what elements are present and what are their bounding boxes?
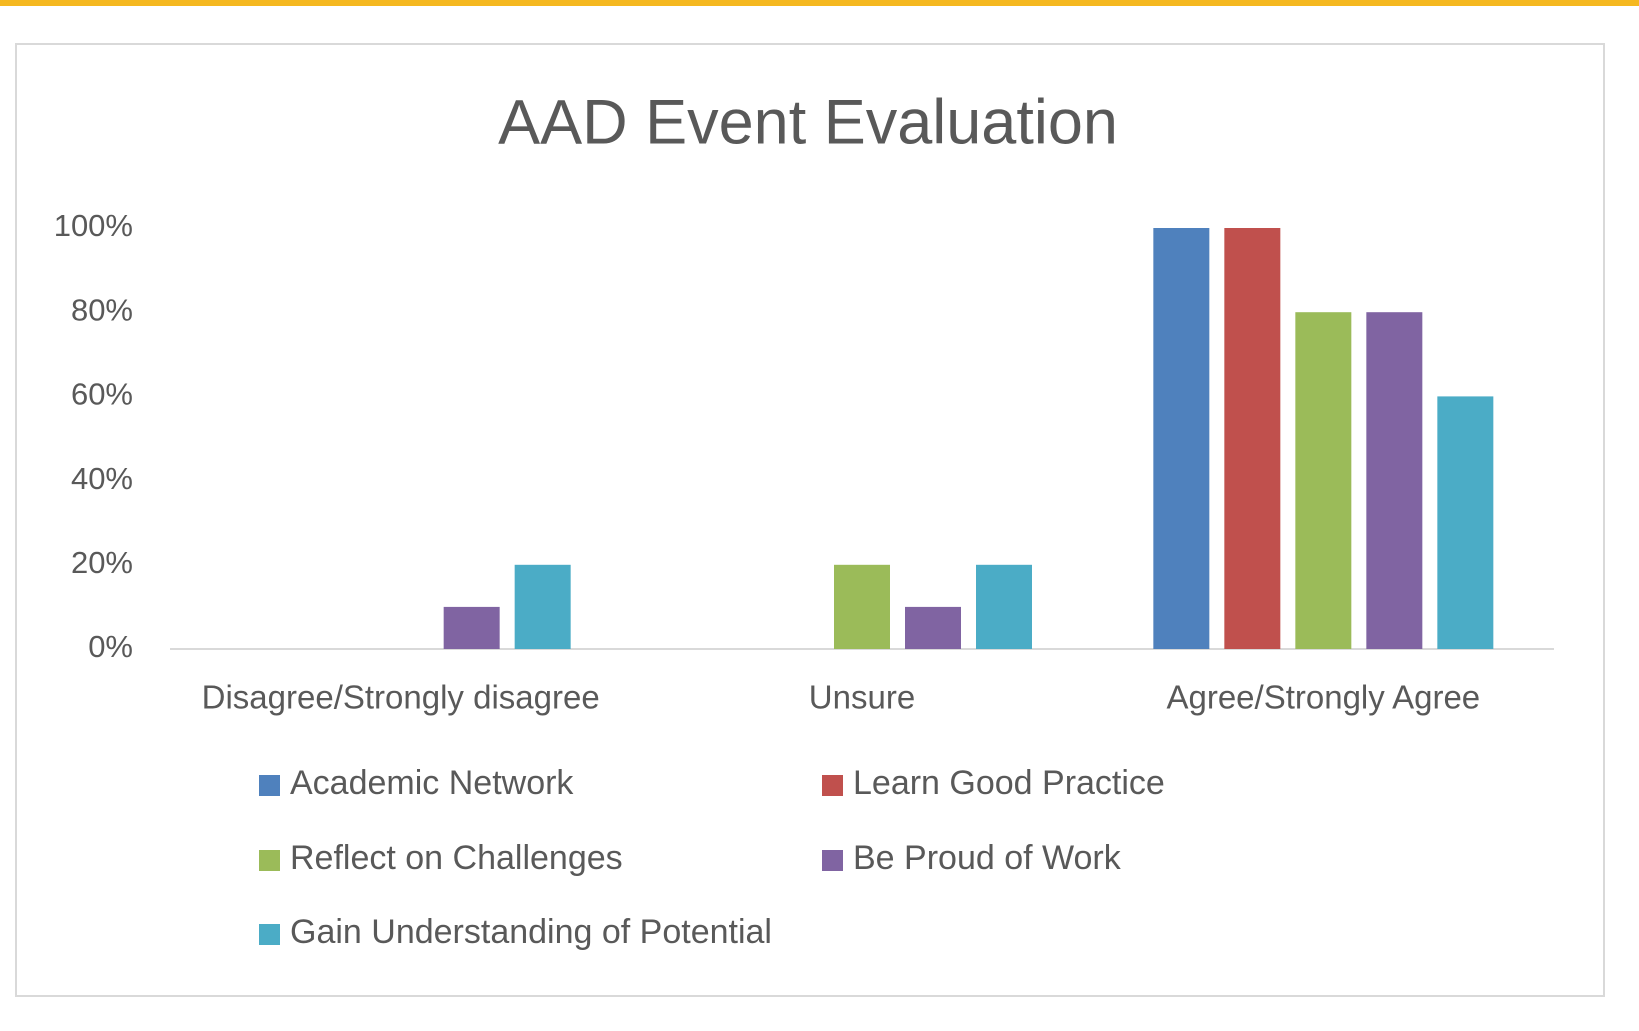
bar — [443, 606, 500, 649]
legend-swatch — [822, 775, 843, 796]
y-tick-label: 100% — [54, 208, 133, 243]
legend-swatch — [259, 775, 280, 796]
bar — [905, 606, 961, 649]
bar — [1224, 228, 1281, 649]
bar — [1153, 228, 1210, 649]
bar — [976, 564, 1032, 649]
bar — [1295, 312, 1352, 649]
x-tick-label: Disagree/Strongly disagree — [202, 679, 600, 716]
y-tick-label: 0% — [88, 629, 133, 664]
chart-title: AAD Event Evaluation — [498, 88, 1118, 158]
bar — [1437, 396, 1494, 649]
y-tick-label: 20% — [71, 545, 133, 580]
bar — [514, 564, 571, 649]
x-tick-label: Agree/Strongly Agree — [1166, 679, 1480, 716]
y-tick-label: 60% — [71, 377, 133, 412]
legend-label: Reflect on Challenges — [290, 839, 623, 877]
y-tick-label: 40% — [71, 461, 133, 496]
bar — [1366, 312, 1423, 649]
legend-swatch — [259, 850, 280, 871]
legend-label: Be Proud of Work — [853, 839, 1122, 877]
y-tick-label: 80% — [71, 292, 133, 327]
legend-label: Learn Good Practice — [853, 764, 1165, 802]
legend-label: Academic Network — [290, 764, 574, 802]
legend-label: Gain Understanding of Potential — [290, 913, 772, 951]
x-tick-label: Unsure — [809, 679, 915, 716]
top-border — [0, 0, 1639, 6]
chart-frame — [15, 43, 1605, 997]
legend-swatch — [259, 924, 280, 945]
bar — [834, 564, 890, 649]
legend-swatch — [822, 850, 843, 871]
